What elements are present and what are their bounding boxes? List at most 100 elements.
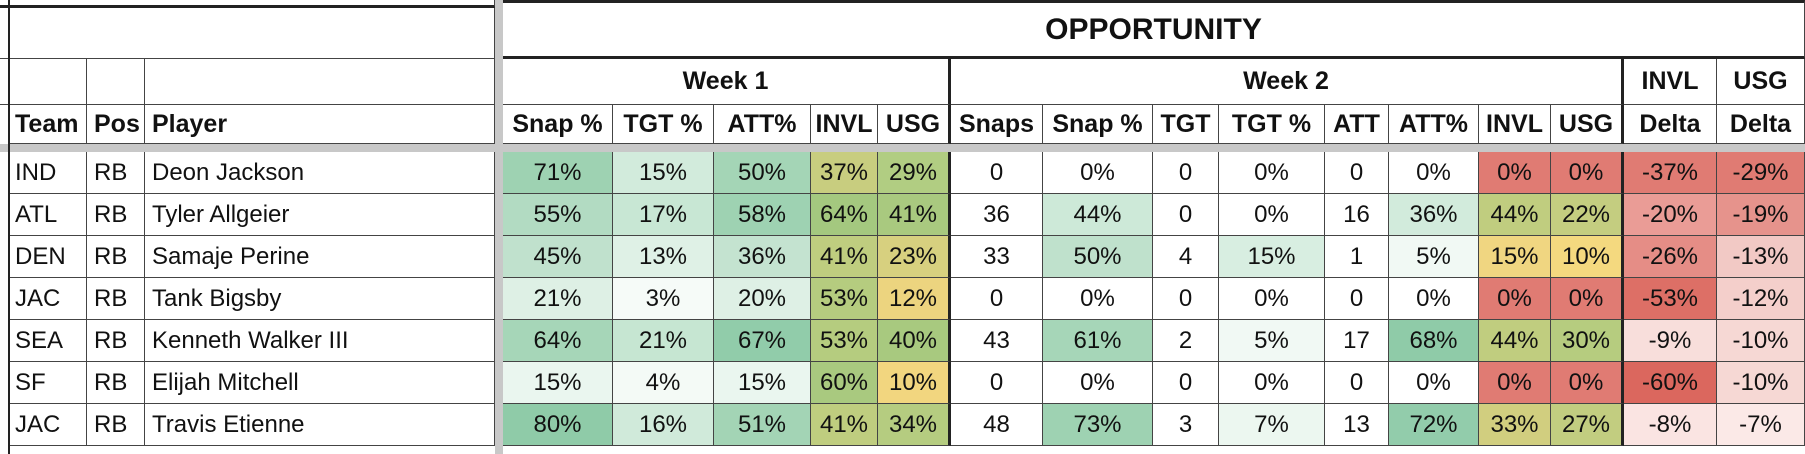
cell-w2-snaps[interactable]: 0 — [951, 152, 1043, 194]
cell-w1-att-pct[interactable]: 67% — [714, 320, 811, 362]
team-sub-empty-cell[interactable] — [0, 59, 87, 105]
cell-w2-att[interactable]: 13 — [1325, 404, 1389, 446]
cell-w1-tgt-pct[interactable]: 21% — [613, 320, 714, 362]
cell-w1-snap-pct[interactable]: 64% — [503, 320, 613, 362]
cell-w2-tgt[interactable]: 3 — [1153, 404, 1219, 446]
header-player[interactable]: Player — [145, 105, 495, 144]
cell-w1-snap-pct[interactable]: 55% — [503, 194, 613, 236]
cell-w2-snap-pct[interactable]: 73% — [1043, 404, 1153, 446]
cell-player[interactable]: Tyler Allgeier — [145, 194, 495, 236]
header-w2-tgt-pct[interactable]: TGT % — [1219, 105, 1325, 144]
cell-w1-invl[interactable]: 41% — [811, 404, 878, 446]
cell-w2-invl[interactable]: 44% — [1479, 194, 1551, 236]
cell-invl-delta[interactable]: -26% — [1624, 236, 1717, 278]
cell-w2-snap-pct[interactable]: 0% — [1043, 152, 1153, 194]
cell-w2-snap-pct[interactable]: 44% — [1043, 194, 1153, 236]
cell-invl-delta[interactable]: -8% — [1624, 404, 1717, 446]
cell-w1-invl[interactable]: 41% — [811, 236, 878, 278]
cell-team[interactable]: SEA — [8, 320, 87, 362]
left-top-empty-cell[interactable] — [0, 0, 495, 8]
cell-invl-delta[interactable]: -9% — [1624, 320, 1717, 362]
cell-w2-usg[interactable]: 27% — [1551, 404, 1624, 446]
cell-w1-usg[interactable]: 10% — [878, 362, 951, 404]
cell-pos[interactable]: RB — [87, 152, 145, 194]
cell-w2-att[interactable]: 0 — [1325, 278, 1389, 320]
header-w2-invl[interactable]: INVL — [1479, 105, 1551, 144]
cell-w2-tgt-pct[interactable]: 15% — [1219, 236, 1325, 278]
cell-team[interactable]: IND — [8, 152, 87, 194]
cell-w2-invl[interactable]: 44% — [1479, 320, 1551, 362]
cell-w2-invl[interactable]: 0% — [1479, 278, 1551, 320]
cell-w1-usg[interactable]: 12% — [878, 278, 951, 320]
cell-w2-tgt-pct[interactable]: 0% — [1219, 278, 1325, 320]
cell-w1-tgt-pct[interactable]: 17% — [613, 194, 714, 236]
cell-w2-usg[interactable]: 10% — [1551, 236, 1624, 278]
cell-w1-invl[interactable]: 53% — [811, 320, 878, 362]
cell-w2-att-pct[interactable]: 68% — [1389, 320, 1479, 362]
cell-w2-snap-pct[interactable]: 0% — [1043, 278, 1153, 320]
cell-player[interactable]: Travis Etienne — [145, 404, 495, 446]
cell-w2-snaps[interactable]: 48 — [951, 404, 1043, 446]
header-w2-att-pct[interactable]: ATT% — [1389, 105, 1479, 144]
cell-w2-att-pct[interactable]: 5% — [1389, 236, 1479, 278]
cell-w1-att-pct[interactable]: 58% — [714, 194, 811, 236]
cell-w1-invl[interactable]: 60% — [811, 362, 878, 404]
cell-player[interactable]: Samaje Perine — [145, 236, 495, 278]
cell-usg-delta[interactable]: -19% — [1717, 194, 1805, 236]
cell-w2-tgt[interactable]: 2 — [1153, 320, 1219, 362]
cell-w2-invl[interactable]: 0% — [1479, 152, 1551, 194]
cell-w2-att[interactable]: 17 — [1325, 320, 1389, 362]
cell-usg-delta[interactable]: -29% — [1717, 152, 1805, 194]
week1-label[interactable]: Week 1 — [503, 59, 951, 105]
cell-team[interactable]: JAC — [8, 404, 87, 446]
cell-invl-delta[interactable]: -60% — [1624, 362, 1717, 404]
cell-w1-invl[interactable]: 37% — [811, 152, 878, 194]
cell-invl-delta[interactable]: -53% — [1624, 278, 1717, 320]
cell-w2-tgt-pct[interactable]: 5% — [1219, 320, 1325, 362]
invl-delta-top-label[interactable]: INVL — [1624, 59, 1717, 105]
cell-w1-snap-pct[interactable]: 80% — [503, 404, 613, 446]
cell-w1-tgt-pct[interactable]: 16% — [613, 404, 714, 446]
cell-pos[interactable]: RB — [87, 320, 145, 362]
header-invl-delta[interactable]: Delta — [1624, 105, 1717, 144]
cell-w2-tgt-pct[interactable]: 7% — [1219, 404, 1325, 446]
cell-w2-tgt[interactable]: 4 — [1153, 236, 1219, 278]
cell-w2-snaps[interactable]: 0 — [951, 362, 1043, 404]
usg-delta-top-label[interactable]: USG — [1717, 59, 1805, 105]
cell-usg-delta[interactable]: -12% — [1717, 278, 1805, 320]
cell-w2-usg[interactable]: 22% — [1551, 194, 1624, 236]
cell-w2-att-pct[interactable]: 0% — [1389, 152, 1479, 194]
cell-w2-snaps[interactable]: 36 — [951, 194, 1043, 236]
cell-w2-snap-pct[interactable]: 0% — [1043, 362, 1153, 404]
cell-w2-tgt[interactable]: 0 — [1153, 278, 1219, 320]
week2-label[interactable]: Week 2 — [951, 59, 1624, 105]
cell-w1-att-pct[interactable]: 20% — [714, 278, 811, 320]
cell-w1-tgt-pct[interactable]: 15% — [613, 152, 714, 194]
cell-pos[interactable]: RB — [87, 236, 145, 278]
cell-usg-delta[interactable]: -13% — [1717, 236, 1805, 278]
cell-w1-usg[interactable]: 34% — [878, 404, 951, 446]
cell-w2-snaps[interactable]: 33 — [951, 236, 1043, 278]
cell-pos[interactable]: RB — [87, 404, 145, 446]
cell-w2-att[interactable]: 0 — [1325, 362, 1389, 404]
cell-w1-tgt-pct[interactable]: 13% — [613, 236, 714, 278]
cell-w2-usg[interactable]: 30% — [1551, 320, 1624, 362]
cell-usg-delta[interactable]: -10% — [1717, 362, 1805, 404]
opportunity-title[interactable]: OPPORTUNITY — [503, 0, 1805, 59]
cell-w1-att-pct[interactable]: 50% — [714, 152, 811, 194]
header-w2-usg[interactable]: USG — [1551, 105, 1624, 144]
cell-w1-tgt-pct[interactable]: 3% — [613, 278, 714, 320]
cell-team[interactable]: JAC — [8, 278, 87, 320]
header-usg-delta[interactable]: Delta — [1717, 105, 1805, 144]
cell-w2-snap-pct[interactable]: 61% — [1043, 320, 1153, 362]
cell-pos[interactable]: RB — [87, 362, 145, 404]
cell-w2-att-pct[interactable]: 0% — [1389, 362, 1479, 404]
player-sub-empty-cell[interactable] — [145, 59, 495, 105]
header-w1-invl[interactable]: INVL — [811, 105, 878, 144]
header-w1-att-pct[interactable]: ATT% — [714, 105, 811, 144]
cell-w2-tgt-pct[interactable]: 0% — [1219, 194, 1325, 236]
cell-w1-invl[interactable]: 53% — [811, 278, 878, 320]
cell-w1-usg[interactable]: 29% — [878, 152, 951, 194]
cell-w1-usg[interactable]: 23% — [878, 236, 951, 278]
cell-w1-invl[interactable]: 64% — [811, 194, 878, 236]
